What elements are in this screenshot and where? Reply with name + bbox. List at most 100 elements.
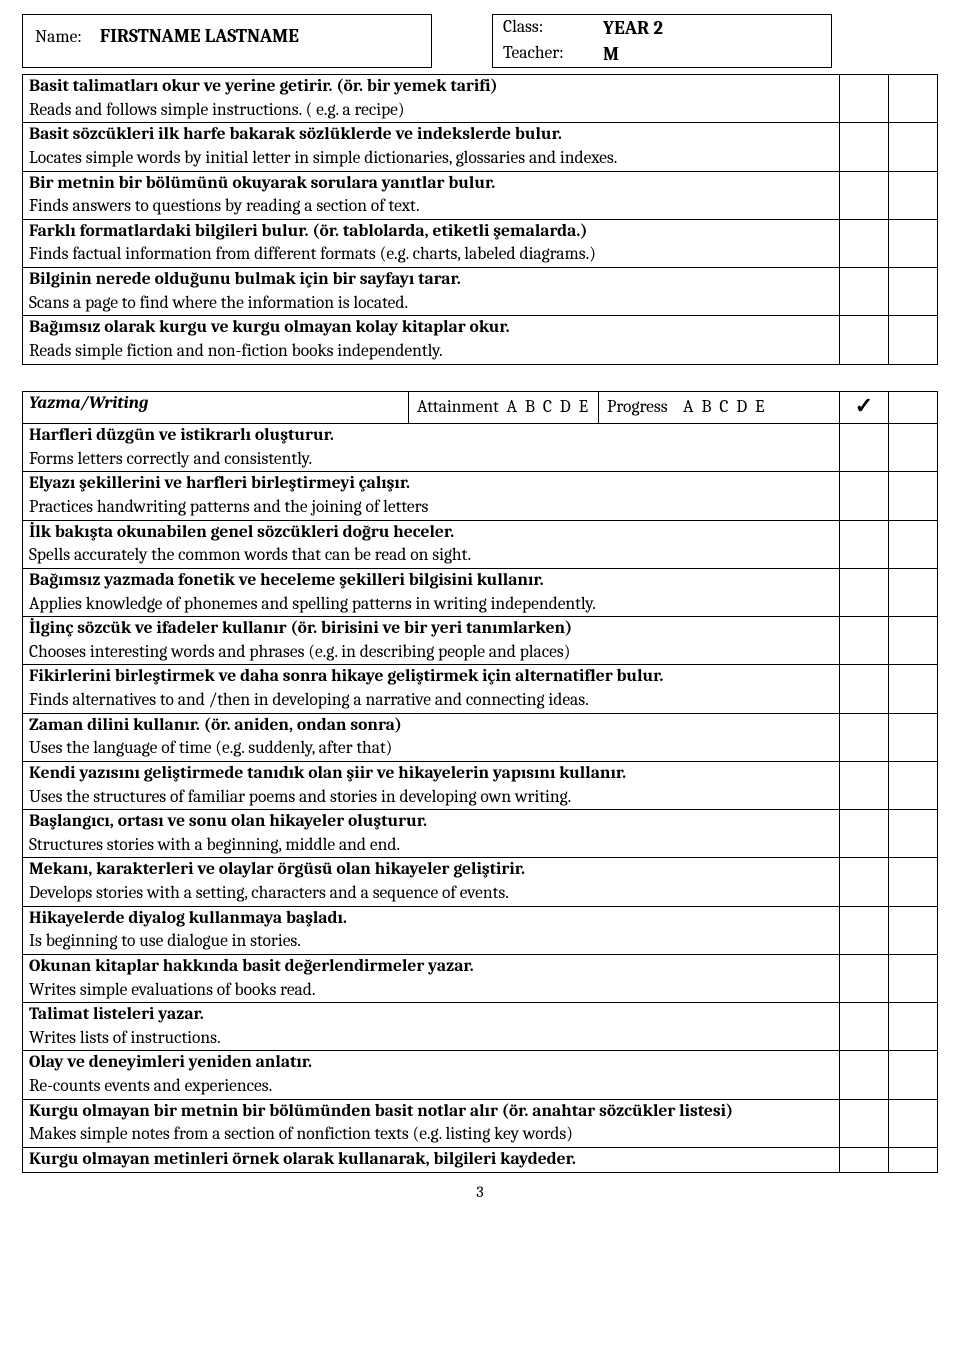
end-cell <box>889 568 938 616</box>
tick-cell <box>840 268 889 316</box>
end-cell <box>889 713 938 761</box>
objective-en: Re-counts events and experiences. <box>29 1075 833 1099</box>
objective-cell: Kendi yazısını geliştirmede tanıdık olan… <box>23 761 840 809</box>
objective-tr: Mekanı, karakterleri ve olaylar örgüsü o… <box>29 858 833 882</box>
objective-cell: Farklı formatlardaki bilgileri bulur. (ö… <box>23 219 840 267</box>
tick-cell <box>840 171 889 219</box>
objective-en: Makes simple notes from a section of non… <box>29 1123 833 1147</box>
teacher-label: Teacher: <box>503 43 603 65</box>
objective-cell: Olay ve deneyimleri yeniden anlatır.Re-c… <box>23 1051 840 1099</box>
end-cell <box>889 1147 938 1172</box>
end-cell <box>889 123 938 171</box>
reading-table: Basit talimatları okur ve yerine getirir… <box>22 74 938 365</box>
end-cell <box>889 761 938 809</box>
objective-tr: Basit sözcükleri ilk harfe bakarak sözlü… <box>29 123 833 147</box>
objective-en: Uses the structures of familiar poems an… <box>29 786 833 810</box>
objective-en: Finds answers to questions by reading a … <box>29 195 833 219</box>
end-cell <box>889 316 938 364</box>
end-cell <box>889 617 938 665</box>
objective-tr: Elyazı şekillerini ve harfleri birleştir… <box>29 472 833 496</box>
objective-tr: Harfleri düzgün ve istikrarlı oluşturur. <box>29 424 833 448</box>
tick-cell <box>840 713 889 761</box>
objective-en: Writes simple evaluations of books read. <box>29 979 833 1003</box>
tick-cell <box>840 316 889 364</box>
objective-tr: Farklı formatlardaki bilgileri bulur. (ö… <box>29 220 833 244</box>
tick-cell <box>840 858 889 906</box>
objective-en: Chooses interesting words and phrases (e… <box>29 641 833 665</box>
tick-cell <box>840 665 889 713</box>
table-row: Talimat listeleri yazar.Writes lists of … <box>23 1003 938 1051</box>
objective-cell: Bir metnin bir bölümünü okuyarak sorular… <box>23 171 840 219</box>
objective-cell: Basit sözcükleri ilk harfe bakarak sözlü… <box>23 123 840 171</box>
objective-tr: Bağımsız yazmada fonetik ve heceleme şek… <box>29 569 833 593</box>
end-cell <box>889 906 938 954</box>
name-value: FIRSTNAME LASTNAME <box>100 25 299 47</box>
table-row: Okunan kitaplar hakkında basit değerlend… <box>23 954 938 1002</box>
objective-cell: Kurgu olmayan metinleri örnek olarak kul… <box>23 1147 840 1172</box>
tick-cell <box>840 906 889 954</box>
tick-cell <box>840 1003 889 1051</box>
table-row: Mekanı, karakterleri ve olaylar örgüsü o… <box>23 858 938 906</box>
objective-cell: İlginç sözcük ve ifadeler kullanır (ör. … <box>23 617 840 665</box>
end-cell <box>889 424 938 472</box>
attainment-cell: Attainment A B C D E <box>409 392 599 424</box>
objective-tr: Başlangıcı, ortası ve sonu olan hikayele… <box>29 810 833 834</box>
name-label: Name: <box>35 27 82 47</box>
objective-tr: Kurgu olmayan bir metnin bir bölümünden … <box>29 1100 833 1124</box>
table-row: Harfleri düzgün ve istikrarlı oluşturur.… <box>23 424 938 472</box>
tick-cell <box>840 219 889 267</box>
end-cell <box>889 219 938 267</box>
objective-en: Uses the language of time (e.g. suddenly… <box>29 737 833 761</box>
objective-en: Practices handwriting patterns and the j… <box>29 496 833 520</box>
objective-tr: Zaman dilini kullanır. (ör. aniden, onda… <box>29 714 833 738</box>
tick-cell <box>840 568 889 616</box>
tick-cell <box>840 954 889 1002</box>
objective-en: Reads simple fiction and non-fiction boo… <box>29 340 833 364</box>
writing-table: Yazma/Writing Attainment A B C D E Progr… <box>22 391 938 1173</box>
objective-cell: Harfleri düzgün ve istikrarlı oluşturur.… <box>23 424 840 472</box>
objective-cell: Fikirlerini birleştirmek ve daha sonra h… <box>23 665 840 713</box>
objective-en: Finds alternatives to and /then in devel… <box>29 689 833 713</box>
table-row: Kurgu olmayan metinleri örnek olarak kul… <box>23 1147 938 1172</box>
objective-tr: Hikayelerde diyalog kullanmaya başladı. <box>29 907 833 931</box>
objective-tr: Bir metnin bir bölümünü okuyarak sorular… <box>29 172 833 196</box>
objective-en: Spells accurately the common words that … <box>29 544 833 568</box>
objective-en: Develops stories with a setting, charact… <box>29 882 833 906</box>
end-cell <box>889 665 938 713</box>
page-number: 3 <box>22 1183 938 1201</box>
table-row: Bir metnin bir bölümünü okuyarak sorular… <box>23 171 938 219</box>
end-cell <box>889 810 938 858</box>
objective-cell: Bağımsız olarak kurgu ve kurgu olmayan k… <box>23 316 840 364</box>
table-row: Bağımsız yazmada fonetik ve heceleme şek… <box>23 568 938 616</box>
writing-title: Yazma/Writing <box>29 393 148 413</box>
header: Name: FIRSTNAME LASTNAME Class: YEAR 2 T… <box>22 14 938 68</box>
class-box: Class: YEAR 2 Teacher: M <box>492 14 832 68</box>
tick-cell <box>840 761 889 809</box>
progress-cell: Progress A B C D E <box>599 392 774 424</box>
table-row: Kurgu olmayan bir metnin bir bölümünden … <box>23 1099 938 1147</box>
objective-en: Locates simple words by initial letter i… <box>29 147 833 171</box>
class-label: Class: <box>503 17 603 39</box>
objective-en: Finds factual information from different… <box>29 243 833 267</box>
end-cell <box>889 1099 938 1147</box>
tick-cell <box>840 520 889 568</box>
table-row: Hikayelerde diyalog kullanmaya başladı.I… <box>23 906 938 954</box>
objective-tr: İlk bakışta okunabilen genel sözcükleri … <box>29 521 833 545</box>
tick-cell <box>840 123 889 171</box>
end-cell <box>889 858 938 906</box>
objective-tr: İlginç sözcük ve ifadeler kullanır (ör. … <box>29 617 833 641</box>
objective-en: Forms letters correctly and consistently… <box>29 448 833 472</box>
objective-tr: Kurgu olmayan metinleri örnek olarak kul… <box>29 1148 833 1172</box>
teacher-value: M <box>603 43 619 65</box>
objective-en: Structures stories with a beginning, mid… <box>29 834 833 858</box>
end-cell <box>889 75 938 123</box>
tick-cell <box>840 472 889 520</box>
objective-tr: Okunan kitaplar hakkında basit değerlend… <box>29 955 833 979</box>
objective-tr: Basit talimatları okur ve yerine getirir… <box>29 75 833 99</box>
writing-header-row: Yazma/Writing Attainment A B C D E Progr… <box>23 391 938 424</box>
table-row: Basit talimatları okur ve yerine getirir… <box>23 75 938 123</box>
objective-en: Reads and follows simple instructions. (… <box>29 99 833 123</box>
end-cell <box>889 954 938 1002</box>
name-box: Name: FIRSTNAME LASTNAME <box>22 14 432 68</box>
tick-cell <box>840 75 889 123</box>
